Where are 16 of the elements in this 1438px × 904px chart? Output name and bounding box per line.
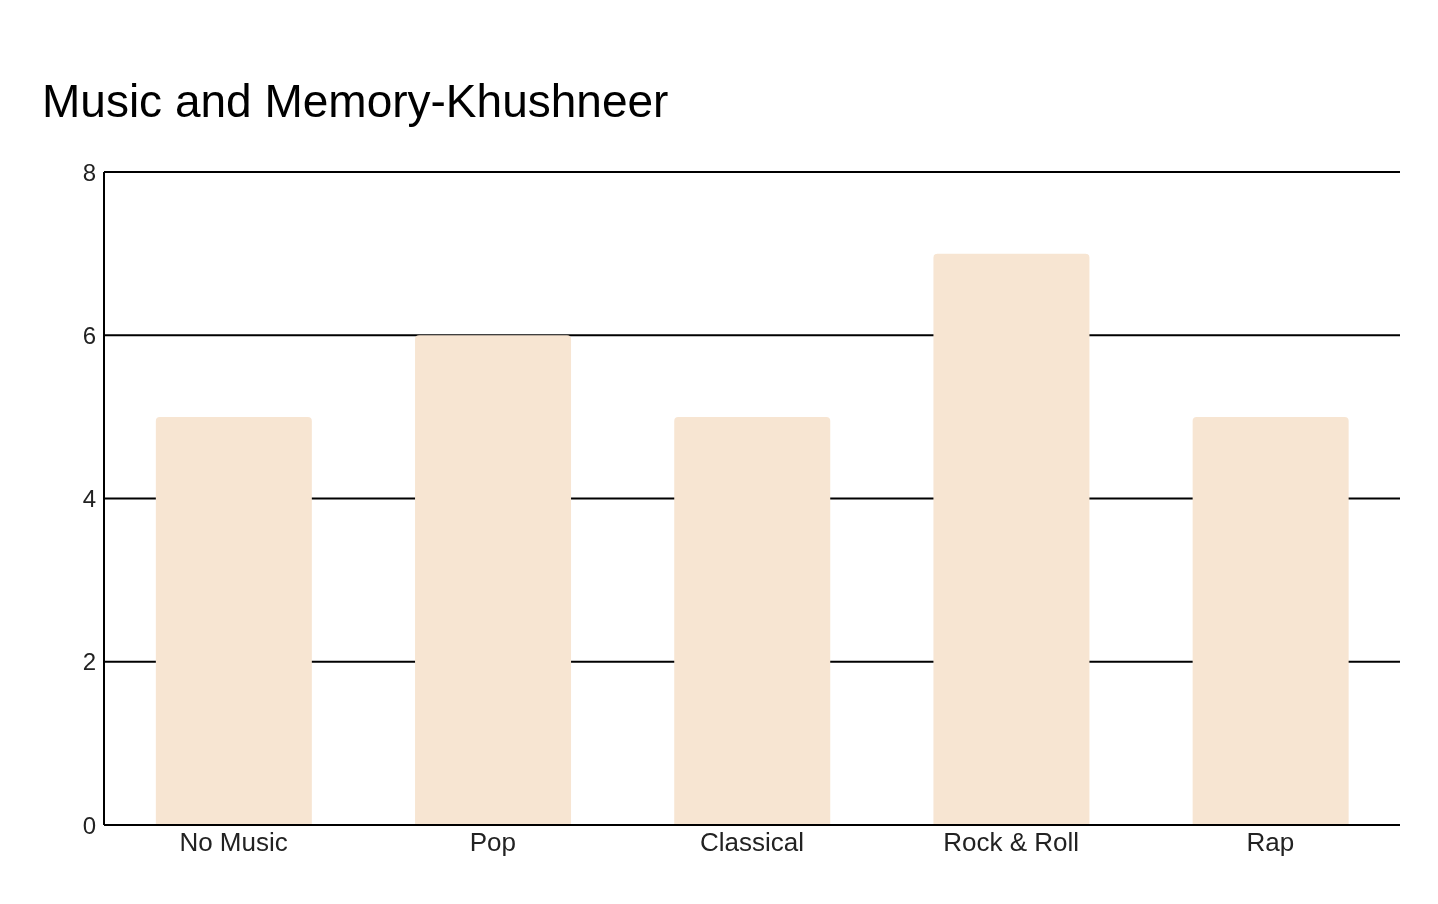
bar [674, 416, 831, 825]
bar [933, 253, 1090, 825]
y-tick-label: 0 [82, 811, 96, 839]
chart-title: Music and Memory-Khushneer [42, 74, 669, 128]
x-tick-label: Pop [469, 827, 516, 858]
x-tick-label: Classical [699, 827, 805, 858]
y-tick-label: 4 [82, 485, 96, 513]
y-tick-label: 8 [82, 158, 96, 186]
x-tick-label: No Music [179, 827, 288, 858]
bar [1192, 416, 1349, 825]
bar [415, 335, 572, 825]
y-tick-label: 6 [82, 321, 96, 349]
y-tick-label: 2 [82, 648, 96, 676]
bar [155, 416, 312, 825]
x-tick-label: Rock & Roll [943, 827, 1080, 858]
x-tick-label: Rap [1246, 827, 1295, 858]
